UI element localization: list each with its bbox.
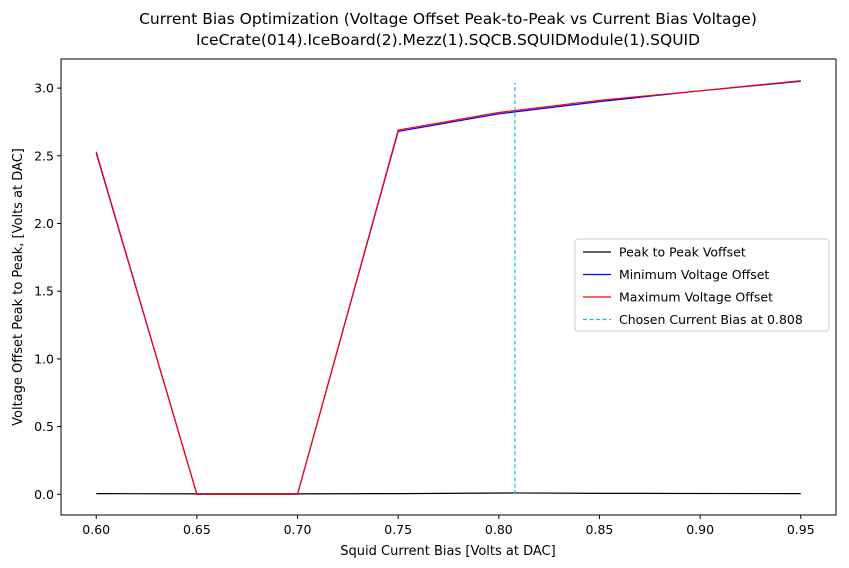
chart-subtitle: IceCrate(014).IceBoard(2).Mezz(1).SQCB.S… — [196, 31, 700, 49]
series-lines — [95, 80, 801, 495]
y-tick-label: 3.0 — [34, 81, 54, 96]
x-axis-ticks: 0.60 0.65 0.70 0.75 0.80 0.85 0.90 0.95 — [82, 515, 815, 537]
y-tick-label: 2.5 — [34, 148, 54, 163]
legend-label-minimum-voltage-offset: Minimum Voltage Offset — [619, 267, 769, 282]
x-tick-label: 0.85 — [586, 522, 614, 537]
series-line-maximum-voltage-offset — [95, 80, 801, 495]
legend-box — [574, 238, 830, 332]
x-tick-label: 0.75 — [384, 522, 412, 537]
y-tick-label: 1.0 — [34, 351, 54, 366]
x-tick-label: 0.70 — [284, 522, 312, 537]
x-tick-label: 0.80 — [485, 522, 513, 537]
legend-label-chosen-current-bias-at-0-808: Chosen Current Bias at 0.808 — [619, 312, 803, 327]
y-tick-label: 2.0 — [34, 216, 54, 231]
legend: Peak to Peak Voffset Minimum Voltage Offs… — [574, 238, 830, 332]
legend-label-peak-to-peak-voffset: Peak to Peak Voffset — [619, 245, 746, 260]
x-tick-label: 0.60 — [82, 522, 110, 537]
y-tick-label: 1.5 — [34, 284, 54, 299]
x-tick-label: 0.65 — [183, 522, 211, 537]
axes-frame — [60, 58, 837, 516]
x-tick-label: 0.90 — [686, 522, 714, 537]
legend-label-maximum-voltage-offset: Maximum Voltage Offset — [619, 290, 773, 305]
x-axis-label: Squid Current Bias [Volts at DAC] — [340, 544, 555, 559]
y-tick-label: 0.0 — [34, 487, 54, 502]
y-tick-label: 0.5 — [34, 419, 54, 434]
x-tick-label: 0.95 — [787, 522, 815, 537]
chart-title: Current Bias Optimization (Voltage Offse… — [139, 10, 757, 28]
y-axis-ticks: 0.0 0.5 1.0 1.5 2.0 2.5 3.0 — [34, 81, 61, 502]
y-axis-label: Voltage Offset Peak to Peak, [Volts at D… — [11, 148, 26, 426]
